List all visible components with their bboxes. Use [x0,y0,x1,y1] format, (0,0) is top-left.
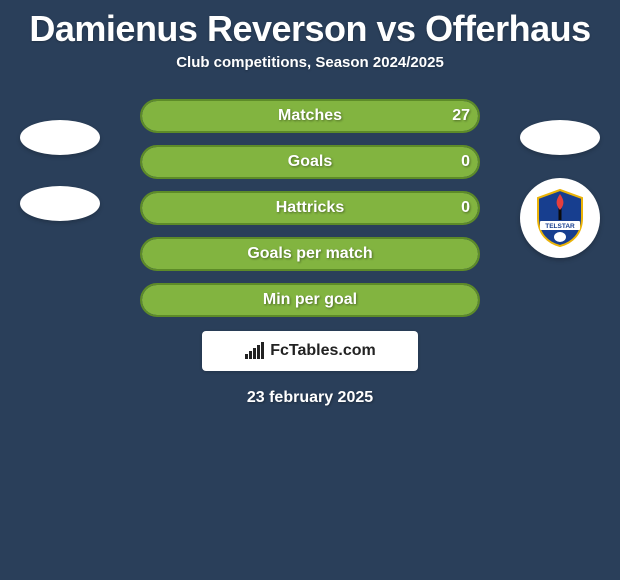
date-label: 23 february 2025 [0,389,620,407]
club-crest-right: TELSTAR [520,178,600,258]
watermark: FcTables.com [202,331,418,371]
stat-value-right: 27 [452,99,470,133]
stat-label: Hattricks [140,191,480,225]
player-badge-right [520,120,600,155]
player-badge-left [20,186,100,221]
bars-icon [244,342,266,360]
stat-label: Min per goal [140,283,480,317]
page-title: Damienus Reverson vs Offerhaus [0,0,620,54]
table-row: Goals0 [0,145,620,179]
watermark-text: FcTables.com [270,342,376,360]
shield-icon: TELSTAR [534,188,586,248]
stat-label: Goals [140,145,480,179]
table-row: Min per goal [0,283,620,317]
player-badge-left [20,120,100,155]
svg-text:TELSTAR: TELSTAR [545,223,575,230]
page-subtitle: Club competitions, Season 2024/2025 [0,54,620,71]
stat-value-right: 0 [461,145,470,179]
stat-value-right: 0 [461,191,470,225]
stat-label: Matches [140,99,480,133]
table-row: Goals per match [0,237,620,271]
stat-label: Goals per match [140,237,480,271]
